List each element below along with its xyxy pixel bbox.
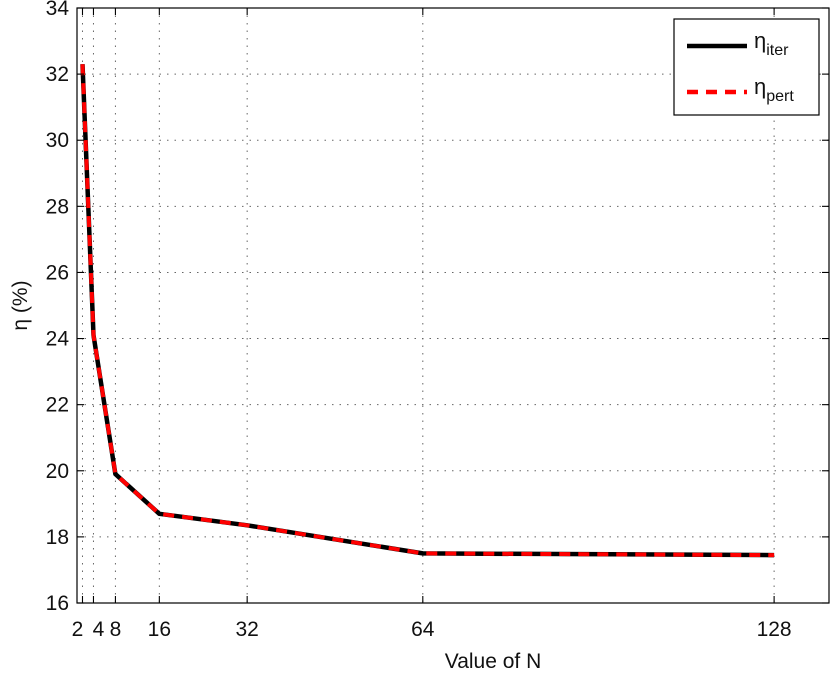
legend-entry-pert-symbol: η xyxy=(754,74,766,99)
grid xyxy=(77,8,829,603)
y-tick-label-26: 26 xyxy=(46,261,69,284)
x-tick-label-64: 64 xyxy=(411,618,435,641)
legend: ηiter ηpert xyxy=(673,18,820,116)
y-tick-label-34: 34 xyxy=(46,0,70,20)
legend-box xyxy=(673,18,820,116)
y-tick-label-18: 18 xyxy=(46,526,69,549)
legend-entry-iter-symbol: η xyxy=(754,28,766,53)
x-tick-label-16: 16 xyxy=(148,618,171,641)
y-tick-label-30: 30 xyxy=(46,129,69,152)
legend-entry-iter: ηiter xyxy=(754,28,789,59)
y-tick-label-24: 24 xyxy=(46,328,70,351)
legend-entry-iter-subscript: iter xyxy=(766,42,789,59)
axis-ticks xyxy=(77,7,829,604)
y-tick-label-22: 22 xyxy=(46,394,69,417)
legend-entry-pert-subscript: pert xyxy=(766,88,794,105)
x-tick-label-2: 2 xyxy=(72,618,84,641)
series-line-pert xyxy=(80,64,775,558)
y-tick-label-16: 16 xyxy=(46,592,69,615)
x-tick-label-32: 32 xyxy=(235,618,258,641)
y-tick-label-32: 32 xyxy=(46,63,69,86)
x-tick-label-128: 128 xyxy=(757,618,792,641)
plot-frame xyxy=(76,7,830,604)
x-tick-label-4: 4 xyxy=(93,618,105,641)
legend-entry-pert: ηpert xyxy=(754,74,794,105)
series-layer xyxy=(80,64,775,558)
y-tick-label-20: 20 xyxy=(46,460,69,483)
x-tick-label-8: 8 xyxy=(110,618,122,641)
y-tick-label-28: 28 xyxy=(46,195,69,218)
x-axis-label: Value of N xyxy=(445,650,542,673)
y-axis-label: η (%) xyxy=(9,280,32,330)
